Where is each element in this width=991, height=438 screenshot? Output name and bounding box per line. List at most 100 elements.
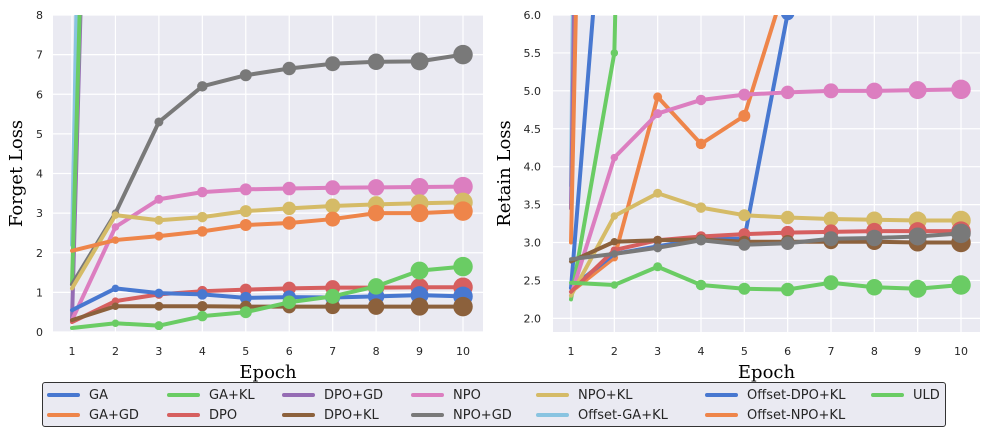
data-point (154, 117, 164, 127)
data-point (453, 201, 473, 221)
legend-swatch (167, 393, 200, 397)
data-point (325, 198, 341, 214)
x-tick-label: 10 (954, 345, 968, 358)
legend-swatch (47, 393, 80, 397)
data-point (823, 275, 839, 291)
legend-item: GA (47, 386, 108, 404)
series-line-npo (569, 87, 963, 298)
data-point (653, 92, 663, 102)
legend-item: ULD (871, 386, 940, 404)
data-point (410, 261, 429, 280)
data-point (866, 229, 883, 247)
series-line-dpo (569, 229, 963, 294)
x-tick-label: 4 (199, 345, 206, 358)
legend-swatch (167, 413, 200, 417)
legend-item: DPO+KL (282, 406, 379, 424)
series-line-dpo-kl (569, 237, 963, 264)
data-point (653, 262, 663, 272)
data-point (325, 180, 341, 196)
data-point (780, 282, 795, 297)
data-point (695, 94, 707, 106)
data-point (197, 186, 208, 198)
data-point (823, 211, 839, 227)
legend-swatch (282, 413, 315, 417)
data-point (695, 279, 707, 291)
legend-item: NPO (411, 386, 481, 404)
legend-item: Offset-GA+KL (536, 406, 668, 424)
data-point (197, 226, 208, 237)
data-point (653, 109, 663, 119)
data-point (781, 15, 795, 21)
data-point (154, 301, 164, 311)
y-tick-label: 1 (36, 286, 43, 299)
data-point (908, 279, 927, 298)
y-tick-label: 3.5 (524, 199, 542, 212)
series-line-ga-gd (70, 209, 465, 253)
data-point (325, 288, 341, 304)
data-point (154, 288, 164, 298)
data-point (695, 202, 707, 213)
legend-swatch (871, 393, 904, 397)
y-tick-label: 5 (36, 128, 43, 141)
x-tick-label: 6 (286, 345, 293, 358)
data-point (325, 299, 341, 315)
legend-swatch (411, 413, 444, 417)
data-point (453, 176, 473, 197)
legend-label: DPO (209, 407, 238, 423)
legend-item: GA+KL (167, 386, 255, 404)
data-point (410, 297, 429, 316)
legend-item: NPO+KL (536, 386, 632, 404)
series-line-ga-kl (70, 15, 82, 287)
data-point (780, 85, 795, 100)
series-group (70, 15, 473, 331)
data-point (410, 204, 429, 223)
x-tick-label: 1 (568, 345, 575, 358)
data-point (610, 212, 619, 220)
x-tick-label: 3 (654, 345, 661, 358)
data-point (325, 211, 341, 227)
y-tick-label: 0 (36, 326, 43, 339)
data-point (197, 81, 208, 92)
y-axis-label: Forget Loss (6, 120, 27, 227)
legend-label: Offset-GA+KL (578, 407, 668, 423)
x-tick-label: 5 (242, 345, 249, 358)
data-point (239, 306, 252, 319)
y-tick-label: 7 (36, 49, 43, 62)
data-point (282, 201, 296, 216)
legend-swatch (536, 413, 569, 417)
data-point (866, 211, 883, 229)
plot-panel-1: 1 2 3 4 5 6 7 8 9 10 0 1 2 3 4 5 6 7 8 Epoch Forget Loss (6, 9, 483, 383)
legend-item: NPO+GD (411, 406, 512, 424)
data-point (282, 61, 296, 76)
data-point (653, 243, 663, 253)
y-tick-label: 5.5 (524, 47, 542, 60)
data-point (367, 278, 385, 295)
x-tick-label: 2 (611, 345, 618, 358)
data-point (111, 302, 120, 310)
data-point (410, 177, 429, 196)
y-tick-label: 3.0 (524, 237, 542, 250)
data-point (367, 204, 385, 222)
data-point (908, 227, 927, 246)
data-point (610, 281, 619, 289)
data-point (695, 138, 707, 150)
data-point (951, 223, 971, 244)
data-point (410, 52, 429, 71)
series-line-ga (70, 286, 465, 313)
series-line-dpo (70, 285, 465, 325)
data-point (695, 234, 707, 246)
data-point (610, 153, 619, 162)
legend: GA GA+GD GA+KL DPO DPO+GD DPO+KL NPO NPO+GD NPO+… (42, 382, 946, 427)
x-tick-label: 5 (741, 345, 748, 358)
data-point (653, 235, 663, 245)
y-axis-label: Retain Loss (494, 120, 515, 227)
data-point (951, 275, 971, 295)
data-point (239, 219, 252, 232)
data-point (780, 210, 795, 225)
data-point (111, 211, 120, 219)
data-point (951, 79, 971, 100)
series-line-npo (70, 184, 465, 323)
plot-panel-2: 1 2 3 4 5 6 7 8 9 10 2.0 2.5 3.0 3.5 4.0 4.5 5.0 5.5 6.0 Ep… (494, 9, 980, 383)
data-point (154, 215, 164, 225)
